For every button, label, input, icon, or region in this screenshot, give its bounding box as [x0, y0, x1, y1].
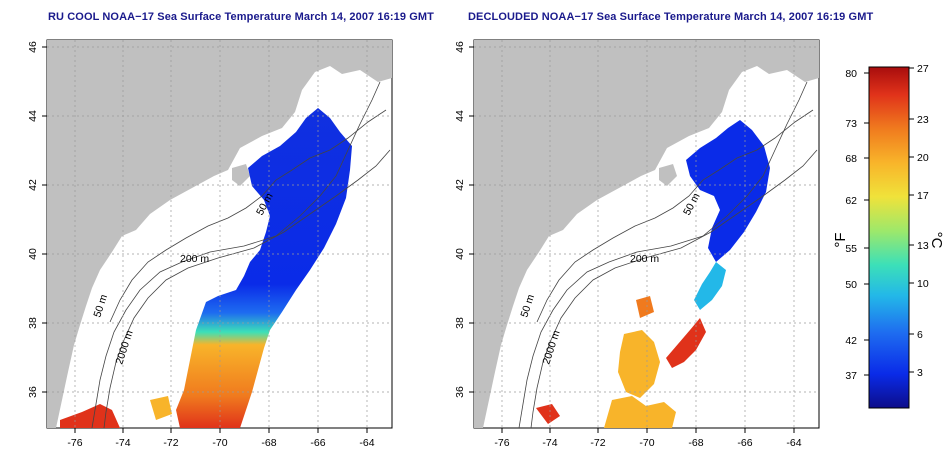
x-tick-label: -68	[688, 437, 703, 449]
celsius-tick-label: 13	[917, 240, 929, 252]
x-tick-labels-left: -76 -74 -72 -70 -68 -66 -64	[67, 437, 374, 449]
x-tick-label: -76	[67, 437, 82, 449]
y-tick-label: 40	[27, 248, 39, 260]
y-tick-label: 44	[27, 110, 39, 122]
y-tick-label: 46	[454, 41, 466, 53]
sst-swath-left	[176, 108, 352, 428]
temperature-colorbar: 80 73 68 62 55 50 42 37 27 23 20 17 13 1…	[832, 63, 945, 409]
x-tick-label: -74	[542, 437, 557, 449]
x-tick-label: -76	[494, 437, 509, 449]
y-tick-label: 38	[454, 317, 466, 329]
fahrenheit-tick-label: 50	[845, 279, 857, 291]
y-tick-label: 36	[454, 386, 466, 398]
fahrenheit-tick-labels: 80 73 68 62 55 50 42 37	[845, 68, 857, 382]
x-tick-label: -64	[786, 437, 801, 449]
fahrenheit-tick-label: 80	[845, 68, 857, 80]
x-tick-labels-right: -76 -74 -72 -70 -68 -66 -64	[494, 437, 801, 449]
bathymetry-contours-right	[518, 81, 818, 428]
y-tick-label: 36	[27, 386, 39, 398]
celsius-tick-label: 20	[917, 152, 929, 164]
sst-patch-left	[150, 396, 172, 420]
x-tick-label: -66	[737, 437, 752, 449]
sst-coastal-warm-right	[536, 404, 560, 424]
celsius-tick-labels: 27 23 20 17 13 10 6 3	[917, 63, 929, 379]
x-tick-label: -64	[359, 437, 374, 449]
sst-warm-blob-right	[618, 330, 660, 398]
y-tick-labels-left: 36 38 40 42 44 46	[27, 41, 39, 398]
axis-ticks-right	[469, 46, 795, 433]
celsius-tick-label: 6	[917, 329, 923, 341]
map-panel-left: 50 m 200 m 2000 m 50 m -76 -74 -72 -70 -…	[27, 39, 393, 449]
land-mass-left	[47, 40, 392, 428]
x-tick-label: -70	[639, 437, 654, 449]
y-tick-label: 42	[454, 179, 466, 191]
x-tick-label: -74	[115, 437, 130, 449]
celsius-tick-label: 3	[917, 367, 923, 379]
contour-label-200m-left: 200 m	[180, 253, 209, 265]
fahrenheit-tick-label: 37	[845, 370, 857, 382]
map-title-left: RU COOL NOAA−17 Sea Surface Temperature …	[48, 11, 434, 23]
y-tick-label: 38	[27, 317, 39, 329]
map-panel-right: 50 m 200 m 2000 m 50 m -76 -74 -72 -70 -…	[454, 39, 820, 449]
x-tick-label: -70	[212, 437, 227, 449]
x-tick-label: -66	[310, 437, 325, 449]
celsius-tick-label: 23	[917, 114, 929, 126]
map-title-right: DECLOUDED NOAA−17 Sea Surface Temperatur…	[468, 11, 874, 23]
fahrenheit-tick-label: 55	[845, 243, 857, 255]
sst-south-patches-right	[604, 396, 676, 428]
bathymetry-contours-left	[91, 81, 391, 428]
colorbar-ticks	[864, 67, 914, 376]
sst-transition-right	[694, 262, 726, 310]
land-mass-right	[474, 40, 819, 428]
celsius-tick-label: 10	[917, 278, 929, 290]
cape-cod-left	[232, 164, 250, 186]
x-tick-label: -68	[261, 437, 276, 449]
axis-ticks-left	[42, 46, 368, 433]
y-tick-label: 46	[27, 41, 39, 53]
y-tick-label: 44	[454, 110, 466, 122]
fahrenheit-tick-label: 68	[845, 153, 857, 165]
contour-label-200m-right: 200 m	[630, 253, 659, 265]
fahrenheit-tick-label: 62	[845, 195, 857, 207]
sst-warm-patch-right	[636, 296, 654, 318]
celsius-tick-label: 27	[917, 63, 929, 75]
y-tick-label: 40	[454, 248, 466, 260]
y-tick-labels-right: 36 38 40 42 44 46	[454, 41, 466, 398]
y-tick-label: 42	[27, 179, 39, 191]
x-tick-label: -72	[590, 437, 605, 449]
celsius-tick-label: 17	[917, 190, 929, 202]
fahrenheit-tick-label: 42	[845, 335, 857, 347]
cape-cod-right	[659, 164, 677, 186]
celsius-unit-label: °C	[928, 232, 945, 249]
sst-cold-region-right	[686, 120, 770, 262]
fahrenheit-tick-label: 73	[845, 118, 857, 130]
colorbar-gradient	[868, 66, 910, 409]
x-tick-label: -72	[163, 437, 178, 449]
fahrenheit-unit-label: °F	[832, 232, 849, 247]
